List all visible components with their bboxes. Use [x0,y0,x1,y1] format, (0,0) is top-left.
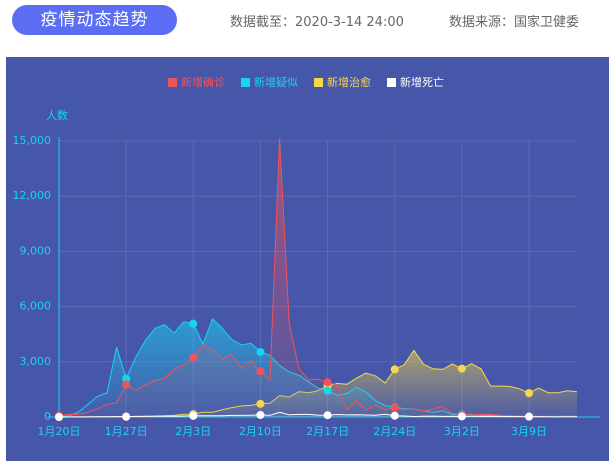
point [390,403,399,412]
y-tick-label: 15,000 [13,134,52,147]
date-text: 数据截至：2020-3-14 24:00 [230,15,404,30]
point [323,386,332,395]
point [323,411,332,420]
y-tick-label: 12,000 [13,189,52,202]
point [189,353,198,362]
legend-swatch [314,78,323,87]
point [189,411,198,420]
point [457,412,466,421]
y-tick-label: 3,000 [20,355,52,368]
point [256,367,265,376]
legend-swatch [241,78,250,87]
x-tick-label: 2月17日 [306,425,349,438]
x-tick-label: 3月9日 [511,425,547,438]
point [189,319,198,328]
legend-label: 新增疑似 [254,75,298,89]
x-tick-label: 2月10日 [239,425,282,438]
legend-label: 新增死亡 [400,75,444,89]
point [55,413,63,421]
x-tick-label: 2月3日 [175,425,211,438]
legend-swatch [168,78,177,87]
point [122,412,131,421]
y-axis-title: 人数 [46,109,68,122]
x-tick-label: 1月27日 [105,425,148,438]
point [256,399,265,408]
x-tick-label: 1月20日 [38,425,81,438]
point [457,364,466,373]
point [256,347,265,356]
legend-swatch [387,78,396,87]
legend-label: 新增确诊 [181,75,225,89]
area [59,412,577,417]
point [256,411,265,420]
point [122,380,131,389]
page-title: 疫情动态趋势 [12,5,177,35]
y-tick-label: 9,000 [20,244,52,257]
x-tick-label: 3月2日 [444,425,480,438]
line [58,138,578,418]
legend-label: 新增治愈 [327,75,371,89]
line [58,411,577,418]
point [122,374,131,383]
y-tick-label: 6,000 [20,300,52,313]
point [323,378,332,387]
source-text: 数据来源：国家卫健委 [449,15,580,30]
point [390,411,399,420]
point [525,389,534,398]
x-tick-label: 2月24日 [373,425,416,438]
point [390,365,399,374]
point [525,412,534,421]
